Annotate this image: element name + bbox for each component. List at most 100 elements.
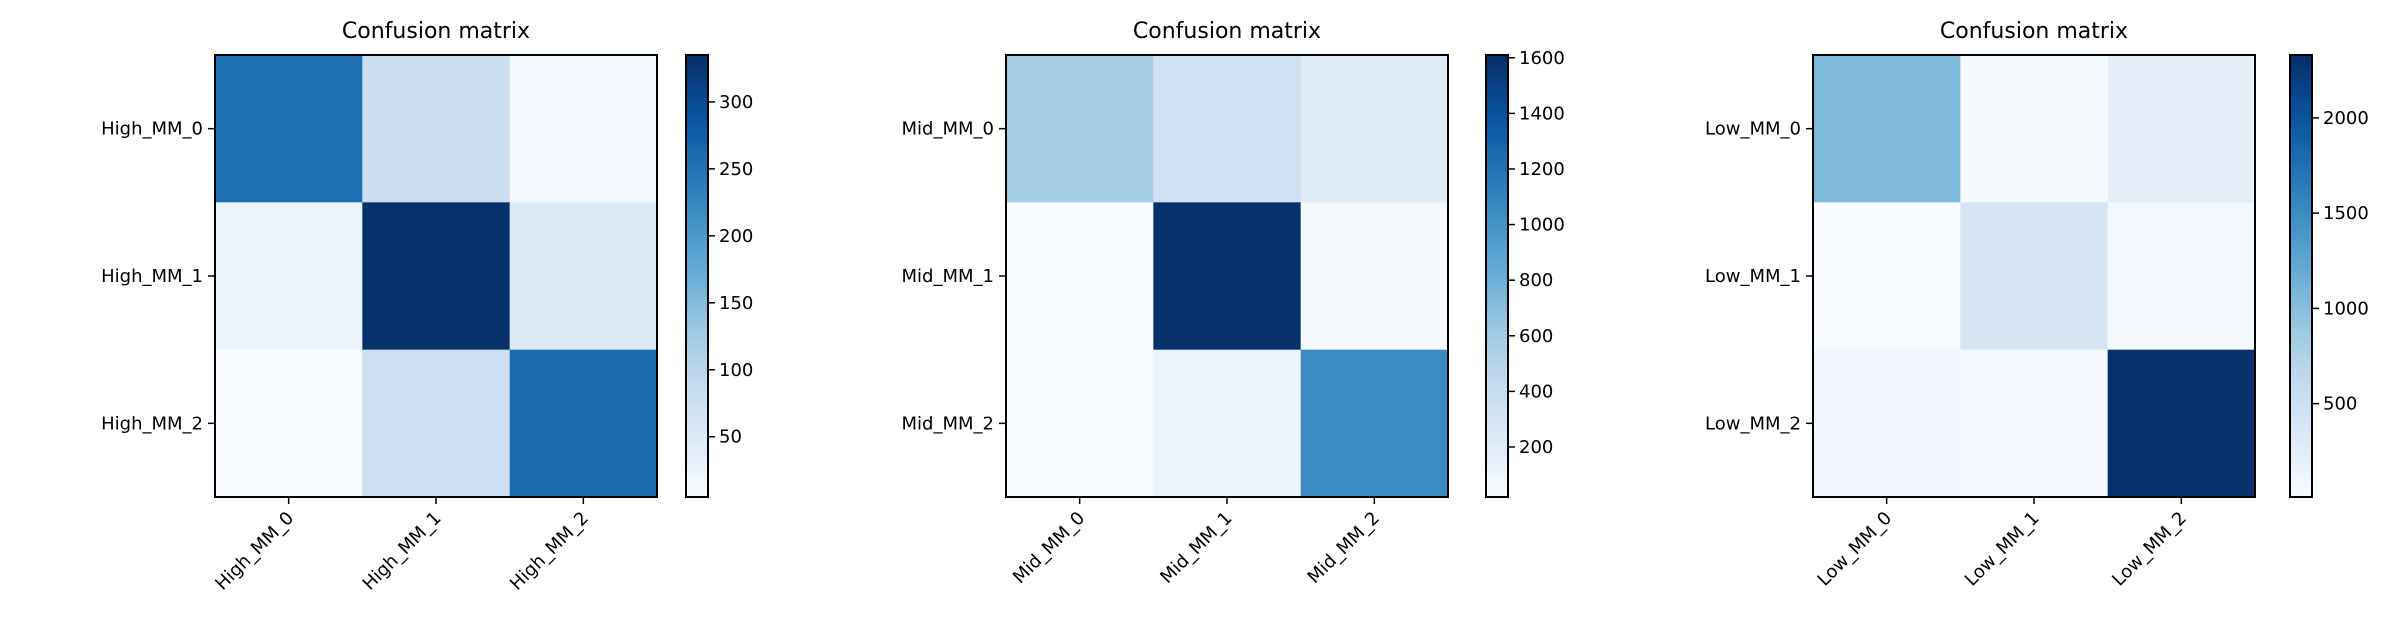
x-tick-label: High_MM_2 — [506, 508, 593, 595]
colorbar-segment — [1486, 478, 1508, 483]
colorbar-segment — [2290, 55, 2312, 60]
colorbar-segment — [686, 121, 708, 126]
colorbar-segment — [686, 397, 708, 402]
colorbar-segment — [2290, 206, 2312, 211]
colorbar-segment — [1486, 84, 1508, 89]
colorbar-segment — [2290, 143, 2312, 148]
colorbar-segment — [686, 434, 708, 439]
colorbar-segment — [1486, 438, 1508, 443]
colorbar-segment — [686, 257, 708, 262]
heatmap-cell — [509, 55, 658, 203]
colorbar-segment — [1486, 121, 1508, 126]
heatmap-cell — [1153, 202, 1302, 351]
colorbar-segment — [686, 73, 708, 78]
colorbar-segment — [2290, 353, 2312, 358]
colorbar-segment — [1486, 290, 1508, 296]
colorbar-segment — [1486, 460, 1508, 465]
colorbar-segment — [2290, 113, 2312, 119]
colorbar-segment — [2290, 121, 2312, 126]
colorbar-segment — [1486, 386, 1508, 391]
colorbar-frame — [685, 54, 709, 498]
colorbar-segment — [2290, 187, 2312, 192]
colorbar-segment — [1486, 253, 1508, 259]
colorbar-segment — [686, 165, 708, 170]
colorbar-segment — [1486, 128, 1508, 133]
colorbar-segment — [1486, 371, 1508, 377]
colorbar-segment — [1486, 250, 1508, 255]
colorbar-segment — [686, 445, 708, 450]
colorbar-segment — [1486, 213, 1508, 218]
colorbar-segment — [686, 110, 708, 115]
colorbar-segment — [686, 88, 708, 93]
colorbar-tick-label: 800 — [1519, 270, 1553, 291]
colorbar-segment — [2290, 345, 2312, 351]
colorbar-segment — [2290, 371, 2312, 377]
colorbar-segment — [1486, 301, 1508, 307]
colorbar-segment — [2290, 183, 2312, 189]
colorbar-segment — [1486, 471, 1508, 476]
colorbar-segment — [1486, 272, 1508, 277]
colorbar-segment — [686, 345, 708, 351]
colorbar-segment — [2290, 298, 2312, 303]
colorbar-segment — [686, 408, 708, 413]
heatmap-panel-0: Confusion matrix High_MM_0 High_MM_1 High_M… — [101, 19, 753, 595]
colorbar-segment — [2290, 264, 2312, 270]
colorbar-segment — [686, 231, 708, 237]
colorbar-segment — [686, 460, 708, 465]
colorbar-segment — [2290, 165, 2312, 170]
colorbar-segment — [2290, 386, 2312, 391]
x-tick-label: High_MM_0 — [211, 508, 298, 595]
colorbar-segment — [2290, 235, 2312, 240]
colorbar-segment — [686, 77, 708, 82]
colorbar-tick-label: 50 — [719, 427, 742, 448]
colorbar-segment — [686, 187, 708, 192]
colorbar-segment — [686, 463, 708, 469]
colorbar-segment — [2290, 401, 2312, 406]
colorbar-tick-label: 200 — [1519, 437, 1553, 458]
colorbar-segment — [686, 419, 708, 424]
colorbar-segment — [2290, 169, 2312, 174]
colorbar-segment — [1486, 393, 1508, 399]
colorbar-segment — [1486, 220, 1508, 226]
colorbar-segment — [2290, 283, 2312, 288]
colorbar-segment — [1486, 360, 1508, 365]
colorbar-segment — [1486, 404, 1508, 410]
colorbar-segment — [686, 305, 708, 310]
colorbar-tick-label: 2000 — [2323, 108, 2369, 129]
colorbar-segment — [2290, 309, 2312, 314]
heatmap-cell — [362, 349, 511, 498]
y-tick-label: High_MM_2 — [101, 413, 203, 434]
colorbar-segment — [1486, 320, 1508, 325]
colorbar-segment — [2290, 180, 2312, 185]
colorbar-segment — [1486, 427, 1508, 432]
colorbar-segment — [2290, 301, 2312, 307]
colorbar-segment — [686, 342, 708, 347]
colorbar-segment — [686, 113, 708, 119]
colorbar-segment — [2290, 360, 2312, 365]
colorbar-segment — [2290, 62, 2312, 67]
colorbar-segment — [2290, 467, 2312, 472]
colorbar-segment — [2290, 434, 2312, 439]
colorbar-segment — [686, 246, 708, 251]
colorbar-segment — [2290, 246, 2312, 251]
colorbar-segment — [686, 228, 708, 233]
y-tick-label: High_MM_1 — [101, 266, 203, 287]
colorbar-segment — [686, 474, 708, 480]
colorbar-segment — [2290, 415, 2312, 421]
colorbar-segment — [2290, 493, 2312, 498]
colorbar-segment — [1486, 397, 1508, 402]
colorbar-segment — [2290, 128, 2312, 133]
heatmap-cell — [1813, 55, 1961, 203]
x-tick-label: Mid_MM_1 — [1156, 508, 1236, 588]
colorbar-segment — [2290, 161, 2312, 167]
colorbar-segment — [2290, 290, 2312, 296]
heatmap-cell — [362, 55, 511, 203]
colorbar-segment — [1486, 312, 1508, 318]
y-tick-label: Low_MM_1 — [1705, 266, 1801, 287]
colorbar-segment — [1486, 264, 1508, 270]
colorbar-segment — [686, 393, 708, 399]
colorbar-segment — [2290, 338, 2312, 343]
colorbar-segment — [2290, 253, 2312, 259]
colorbar-segment — [686, 154, 708, 159]
heatmap-cell — [1960, 349, 2109, 498]
